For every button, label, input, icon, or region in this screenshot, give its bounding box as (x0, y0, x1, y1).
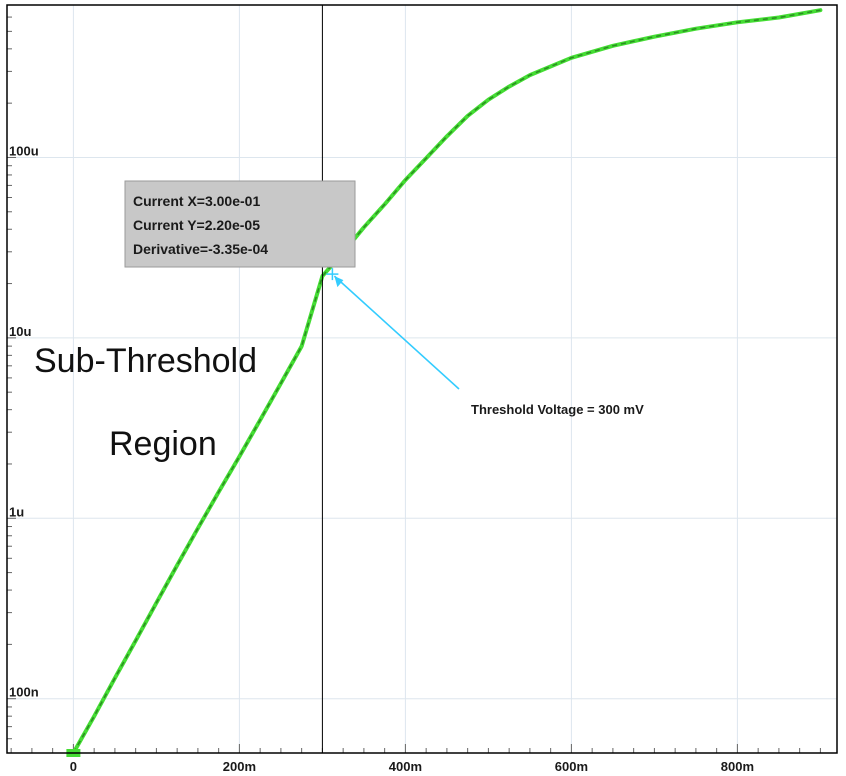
cursor-layer (321, 5, 460, 753)
threshold-arrowhead (334, 276, 344, 288)
cursor-readout-line-y: Current Y=2.20e-05 (133, 217, 260, 233)
plot-frame (6, 4, 838, 754)
region-label-line1: Sub-Threshold (34, 342, 257, 380)
y-tick-labels: 100n 1u 10u 100u (9, 143, 39, 699)
x-tick-labels: 0 200m 400m 600m 800m (70, 759, 754, 774)
threshold-arrow (333, 275, 460, 390)
x-tick-label: 200m (223, 759, 256, 774)
region-label-line2: Region (109, 425, 217, 463)
threshold-voltage-annotation: Threshold Voltage = 300 mV (471, 402, 644, 417)
cursor-readout-background (124, 180, 356, 268)
minor-ticks (7, 4, 821, 754)
y-tick-label: 100n (9, 685, 39, 700)
y-tick-label: 1u (9, 504, 24, 519)
x-tick-label: 0 (70, 759, 77, 774)
x-tick-label: 400m (389, 759, 422, 774)
x-tick-label: 600m (555, 759, 588, 774)
series-dash-overlay (72, 9, 821, 754)
x-tick-label: 800m (721, 759, 754, 774)
y-tick-label: 100u (9, 143, 39, 158)
cursor-readout-line-x: Current X=3.00e-01 (133, 193, 260, 209)
y-tick-label: 10u (9, 324, 31, 339)
cursor-readout-box: Current X=3.00e-01 Current Y=2.20e-05 De… (124, 180, 356, 268)
grid-lines (7, 5, 837, 753)
cursor-readout-line-derivative: Derivative=-3.35e-04 (133, 241, 268, 257)
